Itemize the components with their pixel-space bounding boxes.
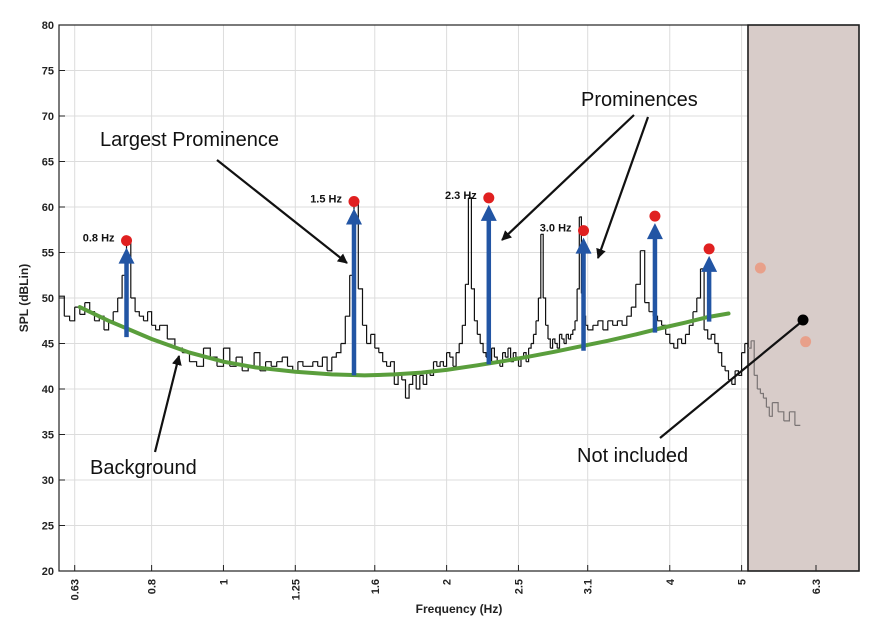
- excluded-region: [747, 24, 860, 572]
- prominence-label: 0.8 Hz: [83, 233, 115, 245]
- x-tick-label: 6.3: [811, 579, 823, 594]
- excluded-peak-dot: [754, 262, 766, 274]
- prominence-arrow-head: [646, 223, 663, 240]
- data-layer: 0.8 Hz 1.5 Hz 2.3 Hz 3.0 Hz: [59, 190, 812, 426]
- y-tick-label: 35: [42, 430, 54, 442]
- x-tick-label: 0.8: [147, 579, 159, 594]
- x-tick-label: 4: [665, 578, 677, 585]
- y-tick-label: 65: [42, 157, 54, 169]
- y-tick-label: 80: [42, 20, 54, 32]
- annotation-prominences: Prominences: [581, 89, 698, 111]
- prominence-peak-dot: [348, 196, 360, 208]
- y-tick-label: 45: [42, 339, 54, 351]
- prominence-arrow-head: [480, 204, 497, 221]
- x-tick-label: 1: [218, 579, 230, 585]
- prominence-label: 3.0 Hz: [540, 223, 572, 235]
- x-tick-label: 2: [442, 579, 454, 585]
- annotation-largest-prominence: Largest Prominence: [100, 129, 279, 151]
- grid: [59, 24, 859, 572]
- prominence-peak-dot: [649, 210, 661, 222]
- y-tick-label: 50: [42, 293, 54, 305]
- y-axis-label: SPL (dBLin): [17, 264, 31, 332]
- plot-frame: [58, 24, 860, 572]
- prominence-peak-dot: [703, 243, 715, 255]
- x-tick-label: 2.5: [513, 579, 525, 594]
- prominence-label: 1.5 Hz: [310, 194, 342, 206]
- annotation-background: Background: [90, 457, 197, 479]
- y-tick-label: 30: [42, 475, 54, 487]
- arrow-largest-prominence: [216, 159, 348, 264]
- annotation-not-included: Not included: [577, 445, 688, 467]
- prominence-arrow-head: [345, 208, 362, 225]
- excluded-region-box: [747, 24, 860, 572]
- y-tick-label: 25: [42, 521, 54, 533]
- y-tick-label: 70: [42, 111, 54, 123]
- y-tick-label: 55: [42, 248, 54, 260]
- prominence-arrow-head: [118, 247, 135, 264]
- spectrum-line-excluded: [748, 340, 801, 426]
- not-included-marker: [797, 314, 809, 326]
- arrow-not-included: [659, 322, 801, 439]
- y-tick-label: 60: [42, 202, 54, 214]
- arrow-prominences-a: [501, 114, 635, 241]
- y-tick-label: 40: [42, 384, 54, 396]
- background-curve: [77, 305, 731, 378]
- prominence-label: 2.3 Hz: [445, 190, 477, 202]
- y-tick-label: 20: [42, 566, 54, 578]
- arrow-background: [153, 355, 182, 453]
- x-tick-label: 3.1: [583, 579, 595, 594]
- prominence-arrow-head: [701, 255, 718, 272]
- x-axis-label: Frequency (Hz): [416, 602, 503, 616]
- y-tick-label: 75: [42, 66, 54, 78]
- prominence-peak-dot: [121, 235, 133, 247]
- x-tick-label: 5: [737, 579, 749, 585]
- prominence-arrow-head: [575, 237, 592, 254]
- x-tick-label: 0.63: [70, 579, 82, 600]
- excluded-peak-dot: [800, 336, 812, 348]
- annotations: Largest Prominence Prominences Backgroun…: [90, 89, 809, 479]
- prominence-peak-dot: [578, 225, 590, 237]
- arrow-prominences-b: [596, 116, 650, 259]
- x-tick-label: 1.25: [290, 579, 302, 600]
- x-tick-label: 1.6: [370, 579, 382, 594]
- prominence-peak-dot: [483, 192, 495, 204]
- spectrum-line: [59, 197, 749, 399]
